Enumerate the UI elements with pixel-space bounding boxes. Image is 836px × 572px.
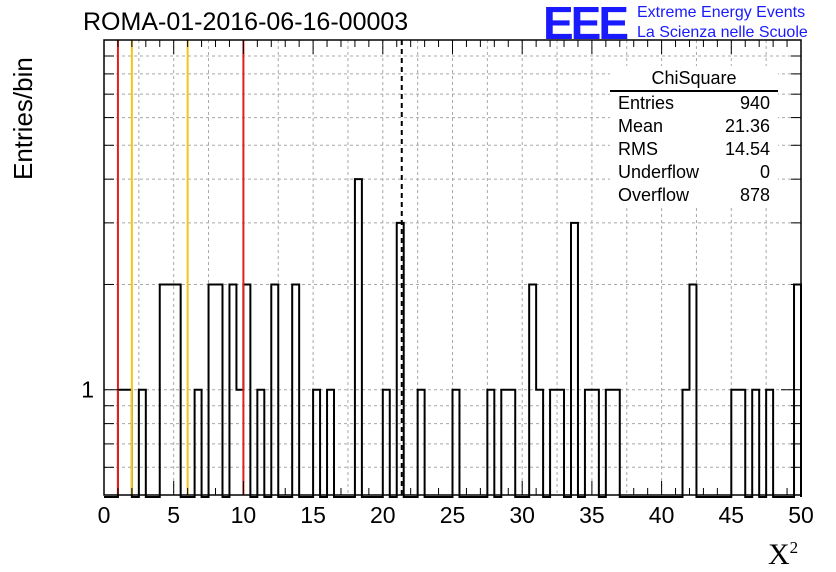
histogram-bin: [731, 390, 738, 495]
histogram-bin: [292, 284, 299, 495]
histogram-bin: [229, 284, 236, 495]
stats-box: ChiSquare Entries 940 Mean 21.36 RMS 14.…: [610, 66, 778, 207]
histogram-bin: [418, 390, 425, 495]
stats-label: Underflow: [618, 162, 700, 182]
stats-label: Mean: [618, 116, 664, 136]
histogram-bin: [139, 390, 146, 495]
histogram-bin: [355, 179, 362, 495]
histogram-bin: [236, 390, 243, 495]
histogram-bin: [606, 390, 613, 495]
histogram-bin: [174, 284, 181, 495]
histogram-bin: [327, 390, 334, 495]
x-tick-label: 35: [579, 502, 605, 528]
histogram-bin: [257, 390, 264, 495]
histogram-bin: [167, 284, 174, 495]
histogram-bin: [571, 223, 578, 495]
stats-row-underflow: Underflow 0: [610, 161, 778, 184]
histogram-bin: [453, 390, 460, 495]
histogram-bin: [683, 390, 690, 495]
histogram-bin: [383, 390, 390, 495]
x-axis-label-base: X: [768, 538, 790, 571]
stats-box-title: ChiSquare: [610, 66, 778, 92]
stats-value: 878: [739, 185, 770, 205]
histogram-bin: [529, 284, 536, 495]
stats-label: Entries: [618, 93, 675, 113]
histogram-bin: [689, 284, 696, 495]
stats-row-entries: Entries 940: [610, 92, 778, 115]
histogram-bin: [160, 284, 167, 495]
stats-label: Overflow: [618, 185, 690, 205]
histogram-bin: [557, 390, 564, 495]
stats-value: 0: [759, 162, 770, 182]
y-axis-label: Entries/bin: [8, 57, 38, 180]
x-axis-label-superscript: 2: [789, 538, 799, 557]
x-tick-label: 20: [370, 502, 396, 528]
chart-title: ROMA-01-2016-06-16-00003: [83, 8, 409, 36]
x-tick-label: 40: [649, 502, 675, 528]
histogram-bin: [613, 390, 620, 495]
x-tick-label: 30: [509, 502, 535, 528]
x-tick-label: 15: [300, 502, 326, 528]
x-tick-label: 25: [440, 502, 466, 528]
histogram-bin: [118, 390, 125, 495]
histogram-bin: [271, 284, 278, 495]
histogram-bin: [585, 390, 592, 495]
stats-row-rms: RMS 14.54: [610, 138, 778, 161]
stats-value: 21.36: [724, 116, 770, 136]
histogram-bin: [487, 390, 494, 495]
x-tick-label: 0: [98, 502, 111, 528]
stats-row-overflow: Overflow 878: [610, 184, 778, 207]
histogram-bin: [216, 284, 223, 495]
histogram-bin: [313, 390, 320, 495]
stats-label: RMS: [618, 139, 658, 159]
histogram-bin: [536, 390, 543, 495]
y-tick-label: 1: [81, 377, 94, 403]
histogram-outline: [104, 178, 802, 498]
x-tick-label: 45: [719, 502, 745, 528]
histogram-bin: [209, 284, 216, 495]
histogram-bin: [501, 390, 508, 495]
x-tick-label: 5: [167, 502, 180, 528]
histogram-bin: [195, 390, 202, 495]
x-tick-label: 50: [788, 502, 814, 528]
histogram-bin: [592, 390, 599, 495]
stats-value: 940: [739, 93, 770, 113]
histogram-bin: [738, 390, 745, 495]
logo-line-1: Extreme Energy Events: [637, 4, 806, 21]
histogram-bin: [125, 390, 132, 495]
logo-line-2: La Scienza nelle Scuole: [637, 24, 808, 41]
stats-row-mean: Mean 21.36: [610, 115, 778, 138]
x-axis-label: X2: [768, 538, 798, 572]
x-tick-label: 10: [231, 502, 257, 528]
histogram-bin: [508, 390, 515, 495]
stats-value: 14.54: [724, 139, 770, 159]
eee-logo: EEE: [543, 0, 629, 49]
histogram-bin: [766, 390, 773, 495]
histogram-bin: [752, 390, 759, 495]
histogram-bin: [243, 284, 250, 495]
histogram-bin: [550, 390, 557, 495]
